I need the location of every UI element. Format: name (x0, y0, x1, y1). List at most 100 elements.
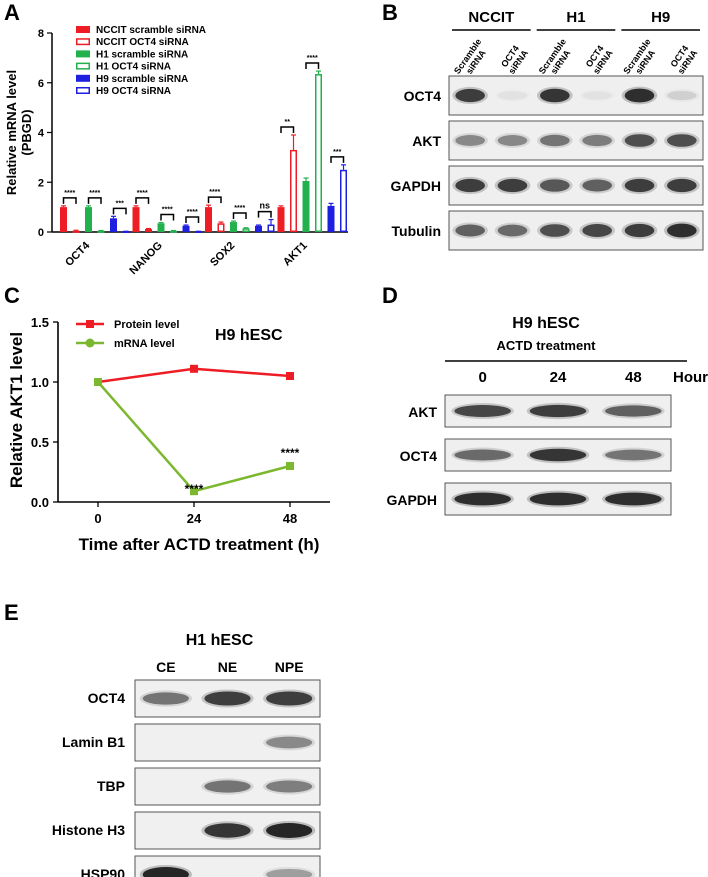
blot-band-halo (664, 176, 700, 195)
lane-label: OCT4siRNA (668, 42, 700, 76)
lane-label: OCT4siRNA (583, 42, 615, 76)
legend-label: H9 scramble siRNA (96, 74, 188, 85)
blot-strip (134, 723, 321, 762)
blot-band (529, 492, 587, 506)
blot-band-halo (452, 222, 488, 239)
blot-band (204, 691, 251, 706)
blot-band (540, 88, 570, 103)
lane-unit-label: Hour (673, 369, 708, 386)
legend-label: H9 OCT4 siRNA (96, 86, 171, 97)
blot-band-halo (263, 866, 316, 877)
bar (60, 207, 67, 232)
bar (110, 218, 117, 232)
blot-band-halo (263, 689, 316, 708)
blot-band (455, 178, 485, 193)
bar (230, 222, 237, 232)
blot-band (582, 224, 612, 237)
legend-label: Protein level (114, 319, 179, 331)
y-tick-label: 6 (38, 78, 44, 90)
significance-label: **** (162, 207, 173, 214)
blot-band-halo (263, 821, 316, 840)
blot-band (624, 134, 655, 147)
panel-e-letter: E (4, 600, 19, 625)
blot-band-halo (621, 132, 658, 149)
blot-band-halo (494, 222, 531, 239)
legend-swatch (76, 50, 90, 58)
x-axis-label: Time after ACTD treatment (h) (79, 535, 320, 554)
blot-band (455, 224, 485, 237)
blot-band-halo (602, 490, 665, 508)
bar (217, 223, 225, 232)
significance-label: ns (259, 201, 270, 211)
bar (242, 228, 250, 233)
blot-row-label: TBP (97, 778, 125, 794)
blot-band-halo (495, 89, 531, 102)
bar (182, 225, 190, 232)
blot-band (455, 135, 485, 146)
western-blot-e: H1 hESC CE NE NPE OCT4 Lamin B1 TBP Histone H3 H… (52, 632, 321, 877)
legend-swatch (76, 74, 90, 82)
significance-bracket (330, 156, 345, 163)
blot-band (605, 449, 662, 461)
y-tick-label: 4 (38, 128, 45, 140)
blot-band-halo (664, 221, 700, 240)
blot-band (667, 90, 697, 101)
bar (170, 230, 177, 233)
legend-marker (85, 338, 95, 348)
blot-band (582, 179, 612, 192)
lane-label: NPE (275, 659, 304, 675)
blot-band (667, 134, 697, 147)
bar (157, 223, 165, 232)
y-axis-label: Relative AKT1 level (7, 332, 26, 488)
bar (327, 205, 335, 232)
blot-band (624, 88, 655, 103)
legend-label: NCCIT OCT4 siRNA (96, 37, 189, 48)
blot-band-halo (579, 177, 615, 194)
bar (340, 169, 347, 232)
y-tick-label: 0.5 (31, 435, 49, 450)
blot-band (582, 134, 612, 147)
blot-band (529, 404, 587, 418)
blot-band-halo (451, 403, 514, 419)
blot-band-halo (526, 446, 590, 464)
blot-band-halo (451, 447, 514, 463)
blot-band (266, 691, 313, 706)
legend-swatch (76, 87, 90, 94)
legend-label: H1 scramble siRNA (96, 49, 188, 60)
blot-band-halo (621, 221, 658, 240)
x-tick-label: SOX2 (208, 240, 237, 269)
blot-band-halo (537, 222, 573, 239)
blot-band (540, 179, 570, 192)
bar (315, 74, 322, 232)
blot-band (266, 868, 313, 877)
y-axis-label: Relative mRNA level(PBGD) (4, 70, 34, 195)
blot-row-label: HSP90 (81, 866, 126, 877)
blot-band (142, 692, 189, 705)
blot-strip (448, 75, 704, 116)
blot-band-halo (602, 403, 665, 419)
legend-swatch (76, 26, 90, 33)
blot-band-halo (139, 865, 192, 877)
lane-label: 24 (550, 369, 567, 386)
significance-bracket (305, 62, 320, 70)
blot-band-halo (201, 821, 254, 840)
blot-row-label: Tubulin (392, 223, 442, 239)
blot-band (605, 492, 662, 506)
blot-band (454, 449, 511, 461)
legend-marker (86, 320, 94, 328)
blot-row-label: OCT4 (400, 448, 438, 464)
group-label: NCCIT (468, 9, 514, 26)
data-point (190, 487, 198, 496)
blot-strip (448, 120, 704, 161)
bar (132, 207, 140, 232)
lane-label: 0 (478, 369, 486, 386)
bar (302, 181, 310, 232)
blot-band-halo (139, 690, 192, 707)
significance-label: *** (333, 149, 341, 156)
blot-band (497, 224, 528, 237)
blot-band-halo (263, 778, 316, 795)
y-tick-label: 0 (38, 227, 44, 239)
blot-band-halo (494, 133, 531, 148)
data-point (286, 462, 294, 470)
blot-row-label: Histone H3 (52, 822, 125, 838)
